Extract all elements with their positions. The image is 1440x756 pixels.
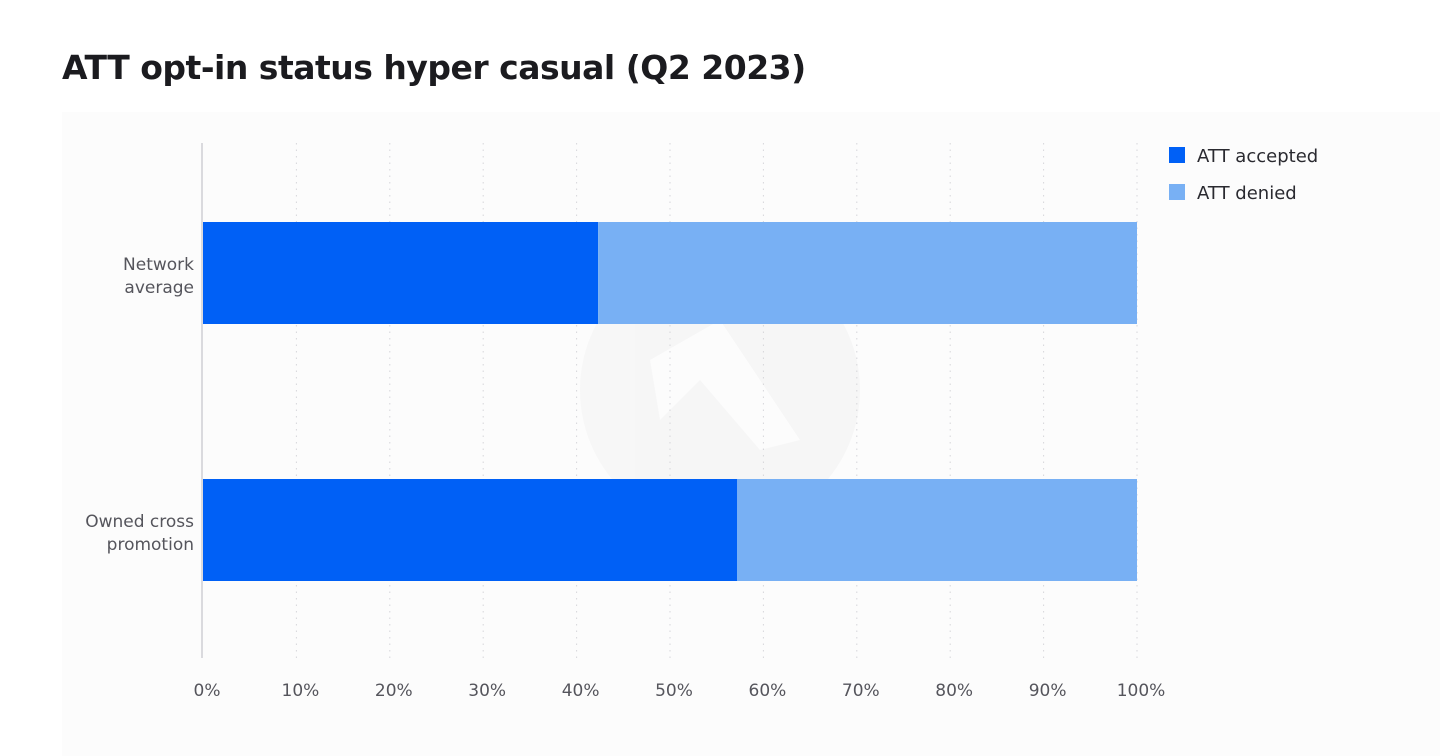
- x-tick-label-30: 30%: [468, 681, 506, 701]
- x-tick-label-90: 90%: [1029, 681, 1067, 701]
- x-tick-label-70: 70%: [842, 681, 880, 701]
- x-tick-label-60: 60%: [749, 681, 787, 701]
- legend-label-2: ATT denied: [1197, 183, 1297, 204]
- x-tick-label-10: 10%: [282, 681, 320, 701]
- x-tick-label-0: 0%: [194, 681, 221, 701]
- x-tick-label-100: 100%: [1117, 681, 1166, 701]
- chart-background: [62, 112, 1440, 756]
- x-tick-label-80: 80%: [935, 681, 973, 701]
- legend-swatch-1: [1169, 147, 1185, 163]
- category-label-1: Network average: [123, 255, 194, 298]
- category-labels: Network average Owned cross promotion: [85, 255, 194, 555]
- x-tick-labels: 0% 10% 20% 30% 40% 50% 60% 70% 80% 90% 100%: [194, 681, 1166, 701]
- bar-2-att-accepted: [203, 479, 738, 581]
- bar-1-att-accepted: [203, 222, 599, 324]
- bars: [203, 222, 1137, 581]
- x-tick-label-40: 40%: [562, 681, 600, 701]
- legend-swatch-2: [1169, 184, 1185, 200]
- chart-title: ATT opt-in status hyper casual (Q2 2023): [62, 48, 806, 87]
- x-tick-label-20: 20%: [375, 681, 413, 701]
- bar-1-att-denied: [598, 222, 1137, 324]
- legend-label-1: ATT accepted: [1197, 146, 1318, 167]
- legend: ATT accepted ATT denied: [1169, 146, 1318, 204]
- bar-2-att-denied: [737, 479, 1137, 581]
- x-tick-label-50: 50%: [655, 681, 693, 701]
- category-label-2: Owned cross promotion: [85, 512, 194, 555]
